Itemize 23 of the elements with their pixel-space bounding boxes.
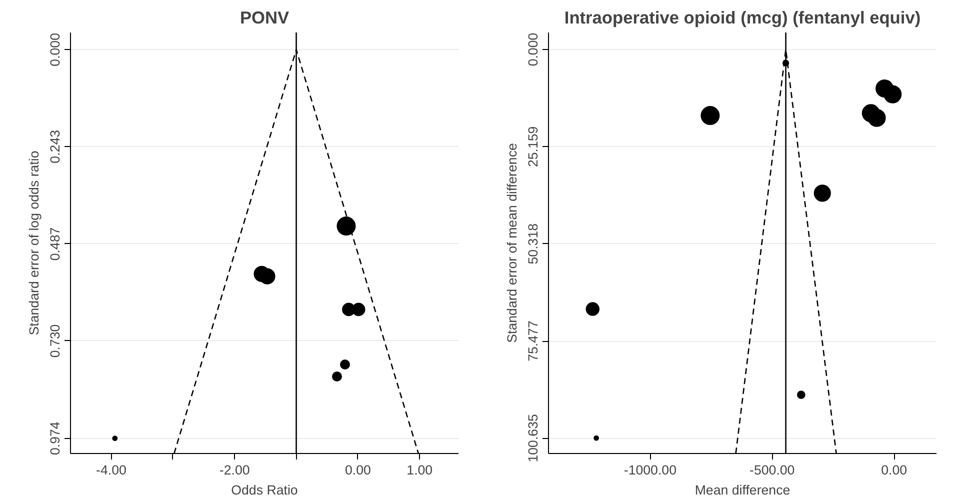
x-tick-label: 0.00 xyxy=(881,462,908,478)
x-tick-label: -500.00 xyxy=(750,462,795,478)
y-tick-label: 25.159 xyxy=(526,126,540,168)
y-tick-label: 0.243 xyxy=(48,130,62,164)
x-axis-title: Odds Ratio xyxy=(231,482,298,498)
y-tick-label: 0.000 xyxy=(48,32,62,66)
y-tick-label: 100.635 xyxy=(526,414,540,462)
y-tick-label: 50.318 xyxy=(526,223,540,264)
x-tick-label: 0.00 xyxy=(344,462,371,478)
y-tick-label: 0.487 xyxy=(48,227,62,261)
x-axis-title: Mean difference xyxy=(694,482,790,498)
chart-title: PONV xyxy=(240,8,290,28)
y-axis-title: Standard error of mean difference xyxy=(504,143,520,343)
x-tick-label: -4.00 xyxy=(96,462,126,478)
y-tick-label: 75.477 xyxy=(526,320,540,362)
x-tick-label: 1.00 xyxy=(406,462,433,478)
y-axis-title: Standard error of log odds ratio xyxy=(26,150,42,336)
x-tick-label: -1000.00 xyxy=(624,462,677,478)
y-tick-label: 0.974 xyxy=(48,421,62,456)
x-tick-label: -2.00 xyxy=(219,462,250,478)
y-tick-label: 0.730 xyxy=(48,324,62,358)
chart-title: Intraoperative opioid (mcg) (fentanyl equiv) xyxy=(564,8,921,28)
y-tick-label: 0.000 xyxy=(526,32,540,66)
